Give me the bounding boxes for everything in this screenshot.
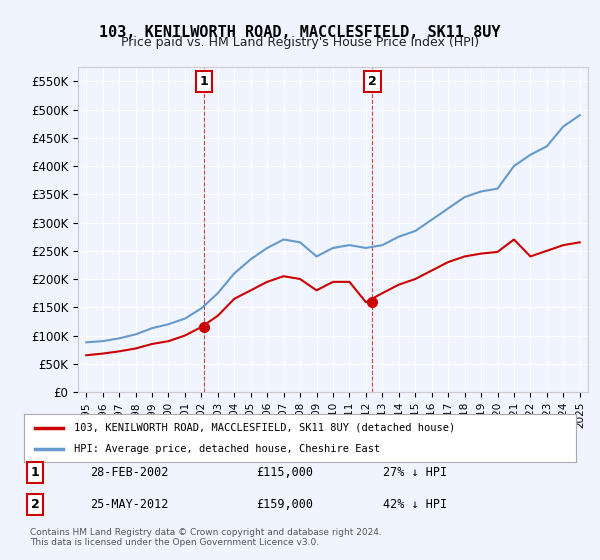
- Text: Contains HM Land Registry data © Crown copyright and database right 2024.
This d: Contains HM Land Registry data © Crown c…: [30, 528, 382, 547]
- Text: £115,000: £115,000: [256, 466, 313, 479]
- Text: 27% ↓ HPI: 27% ↓ HPI: [383, 466, 447, 479]
- Text: 28-FEB-2002: 28-FEB-2002: [90, 466, 169, 479]
- Text: 42% ↓ HPI: 42% ↓ HPI: [383, 498, 447, 511]
- Text: HPI: Average price, detached house, Cheshire East: HPI: Average price, detached house, Ches…: [74, 444, 380, 454]
- Text: 2: 2: [31, 498, 40, 511]
- Text: 1: 1: [31, 466, 40, 479]
- Text: Price paid vs. HM Land Registry's House Price Index (HPI): Price paid vs. HM Land Registry's House …: [121, 36, 479, 49]
- Text: 25-MAY-2012: 25-MAY-2012: [90, 498, 169, 511]
- Text: 103, KENILWORTH ROAD, MACCLESFIELD, SK11 8UY (detached house): 103, KENILWORTH ROAD, MACCLESFIELD, SK11…: [74, 423, 455, 433]
- Text: £159,000: £159,000: [256, 498, 313, 511]
- Text: 1: 1: [199, 75, 208, 88]
- Text: 103, KENILWORTH ROAD, MACCLESFIELD, SK11 8UY: 103, KENILWORTH ROAD, MACCLESFIELD, SK11…: [99, 25, 501, 40]
- Text: 2: 2: [368, 75, 377, 88]
